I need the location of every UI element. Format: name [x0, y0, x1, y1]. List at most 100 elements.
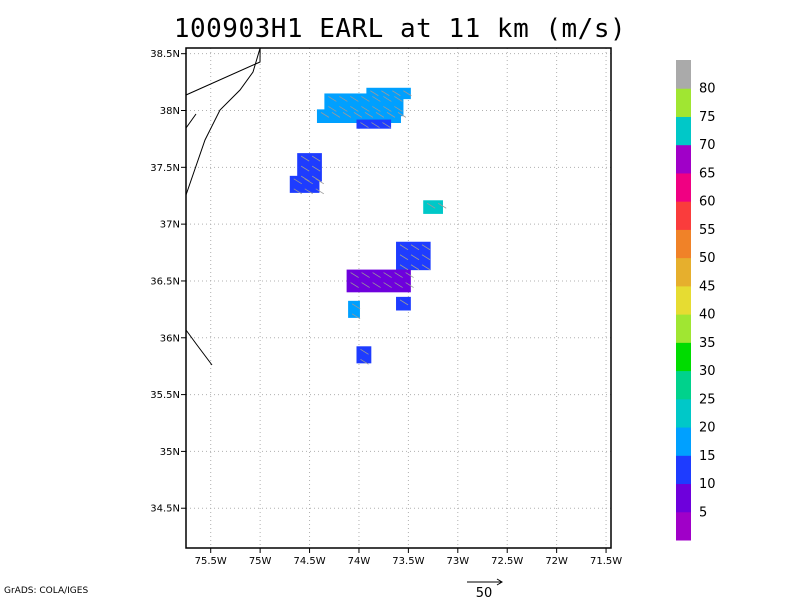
- wind-vector: [304, 178, 313, 185]
- wind-vector: [405, 282, 414, 288]
- wind-vector: [339, 106, 348, 112]
- chart-title: 100903H1 EARL at 11 km (m/s): [173, 14, 627, 44]
- wind-vector: [383, 96, 392, 102]
- wind-speed-cell: [289, 175, 320, 193]
- wind-vector: [382, 122, 391, 128]
- colorbar: 5 10 15 20 25 30 35 40 45 50 55 60 65 70 75 80: [676, 60, 716, 541]
- wind-vector: [399, 264, 409, 271]
- x-tick-label: 75.5W: [195, 556, 227, 567]
- colorbar-label: 5: [699, 505, 707, 520]
- wind-vector: [293, 178, 302, 185]
- plot-frame: [185, 47, 612, 549]
- colorbar-label: 75: [699, 110, 716, 125]
- wind-vector: [394, 106, 403, 112]
- wind-vector: [361, 106, 370, 112]
- x-tick-label: 75W: [249, 556, 272, 567]
- coastline: [185, 47, 261, 366]
- wind-speed-cell: [348, 300, 360, 318]
- vector-reference: 50: [467, 578, 503, 600]
- wind-vector: [328, 96, 337, 102]
- wind-vector: [410, 254, 420, 261]
- colorbar-swatch: [676, 229, 691, 259]
- coastline-south: [185, 329, 213, 366]
- wind-speed-cells: [289, 87, 443, 364]
- wind-vector: [300, 165, 310, 172]
- colorbar-label: 60: [699, 195, 716, 210]
- wind-vector: [315, 188, 324, 195]
- wind-vector: [381, 90, 390, 97]
- wind-vector: [351, 313, 361, 320]
- wind-vector: [371, 122, 380, 128]
- wind-vector: [331, 112, 341, 118]
- wind-vector: [353, 112, 363, 118]
- x-tick-label: 74W: [348, 556, 371, 567]
- wind-vector: [383, 282, 392, 288]
- colorbar-label: 20: [699, 421, 716, 436]
- y-tick-label: 34.5N: [150, 504, 180, 515]
- wind-vector: [372, 96, 381, 102]
- colorbar-label: 55: [699, 223, 716, 238]
- y-tick-label: 38N: [160, 106, 180, 117]
- coastline-bay: [185, 113, 197, 129]
- colorbar-swatch: [676, 427, 691, 456]
- x-tick-label: 73W: [446, 556, 469, 567]
- y-tick-label: 36N: [160, 333, 180, 344]
- colorbar-label: 80: [699, 82, 716, 97]
- wind-vector: [364, 112, 374, 118]
- colorbar-label: 10: [699, 477, 716, 492]
- wind-vector: [383, 106, 392, 112]
- x-tick-label: 73.5W: [392, 556, 424, 567]
- wind-vector: [360, 348, 369, 355]
- vector-reference-label: 50: [476, 586, 493, 600]
- y-tick-label: 35N: [160, 447, 180, 458]
- wind-vector: [293, 188, 302, 195]
- wind-vector: [311, 175, 321, 182]
- credit-text: GrADS: COLA/IGES: [4, 586, 89, 596]
- wind-vector: [320, 112, 330, 118]
- wind-vector: [361, 96, 370, 102]
- x-axis-ticks: 75.5W 75W 74.5W 74W 73.5W 73W 72.5W 72W 71.5W: [195, 548, 622, 567]
- colorbar-label: 40: [699, 308, 716, 323]
- wind-vector: [311, 155, 321, 162]
- wind-vector: [405, 272, 414, 278]
- colorbar-swatch: [676, 88, 691, 117]
- wind-vector: [394, 272, 403, 278]
- colorbar-swatch: [676, 144, 691, 174]
- wind-vector: [375, 112, 385, 118]
- colorbar-swatch: [676, 483, 691, 513]
- wind-vector: [399, 244, 409, 251]
- colorbar-swatch: [676, 60, 691, 89]
- colorbar-swatch: [676, 342, 691, 372]
- wind-vector: [394, 282, 403, 288]
- wind-vector: [328, 106, 337, 112]
- wind-vector: [397, 112, 407, 118]
- y-tick-label: 37.5N: [150, 163, 180, 174]
- wind-vector: [399, 299, 409, 306]
- y-tick-label: 37N: [160, 220, 180, 231]
- colorbar-swatch: [676, 314, 691, 343]
- colorbar-swatch: [676, 511, 691, 541]
- x-tick-label: 72.5W: [491, 556, 523, 567]
- wind-vector: [311, 165, 321, 172]
- wind-vector: [304, 188, 313, 195]
- colorbar-swatch: [676, 201, 691, 230]
- wind-speed-cell: [366, 87, 411, 100]
- colorbar-swatch: [676, 285, 691, 315]
- wind-vector: [351, 303, 361, 310]
- colorbar-label: 45: [699, 279, 716, 294]
- wind-vector: [350, 272, 359, 278]
- wind-vector: [361, 282, 370, 288]
- colorbar-swatch: [676, 370, 691, 400]
- colorbar-label: 35: [699, 336, 716, 351]
- wind-vector: [350, 106, 359, 112]
- wind-vector: [394, 96, 403, 102]
- wind-vectors: [293, 90, 447, 365]
- wind-vector: [383, 272, 392, 278]
- wind-vector: [342, 112, 352, 118]
- x-tick-label: 71.5W: [590, 556, 622, 567]
- y-tick-label: 35.5N: [150, 390, 180, 401]
- wind-vector: [421, 244, 431, 251]
- colorbar-swatch: [676, 455, 691, 485]
- colorbar-label: 30: [699, 364, 716, 379]
- wind-vector: [372, 272, 381, 278]
